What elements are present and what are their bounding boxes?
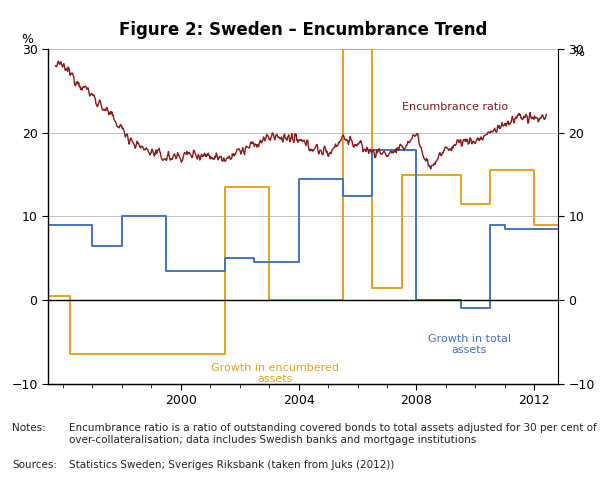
- Y-axis label: %: %: [22, 33, 34, 46]
- Text: Notes:: Notes:: [12, 423, 46, 433]
- Y-axis label: %: %: [572, 46, 584, 59]
- Text: Sources:: Sources:: [12, 460, 57, 470]
- Text: Encumbrance ratio is a ratio of outstanding covered bonds to total assets adjust: Encumbrance ratio is a ratio of outstand…: [69, 423, 597, 445]
- Text: Growth in total
assets: Growth in total assets: [428, 334, 511, 355]
- Text: Statistics Sweden; Sveriges Riksbank (taken from Juks (2012)): Statistics Sweden; Sveriges Riksbank (ta…: [69, 460, 394, 470]
- Text: Encumbrance ratio: Encumbrance ratio: [402, 102, 508, 112]
- Text: Growth in encumbered
assets: Growth in encumbered assets: [211, 363, 339, 384]
- Title: Figure 2: Sweden – Encumbrance Trend: Figure 2: Sweden – Encumbrance Trend: [119, 21, 487, 39]
